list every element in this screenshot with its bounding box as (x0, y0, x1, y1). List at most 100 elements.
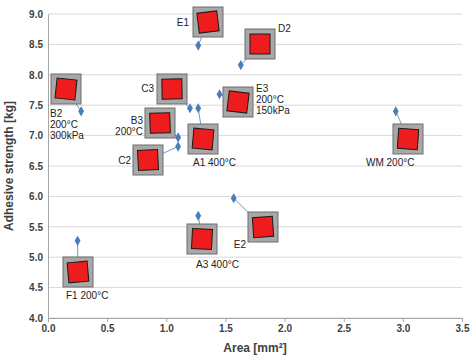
tick-mark (344, 318, 345, 322)
point-label: WM 200°C (366, 157, 414, 168)
thumbnail-frame (188, 124, 218, 154)
point (231, 193, 237, 203)
tick: 8.5 (29, 39, 48, 50)
tick-mark (403, 318, 404, 322)
thumbnail (188, 124, 218, 154)
point (78, 106, 84, 116)
point-label-line: E3 (256, 83, 269, 94)
tick: 3.0 (396, 318, 410, 334)
tick-mark (462, 318, 463, 322)
tick: 5.0 (29, 252, 48, 263)
thumbnail-frame (133, 145, 163, 175)
thumbnail-frame (245, 29, 275, 59)
thumbnail (223, 87, 253, 117)
thumbnail-shape (191, 228, 212, 249)
thumbnail-shape (55, 78, 77, 100)
tick-label: 8.0 (29, 70, 43, 81)
thumbnail-frame (193, 7, 223, 37)
thumbnail (187, 224, 217, 254)
axis-line (49, 318, 463, 319)
thumbnail-shape (162, 79, 182, 99)
point-label-line: 150kPa (256, 105, 290, 116)
thumbnail-shape (192, 128, 214, 150)
thumbnail-frame (157, 74, 187, 104)
point-label-line: C3 (141, 83, 154, 94)
tick-mark (48, 318, 49, 322)
tick: 3.5 (456, 318, 470, 334)
x-axis-title: Area [mm²] (223, 341, 286, 355)
thumbnail (248, 212, 278, 242)
point-label-line: E1 (177, 17, 190, 28)
point (187, 103, 193, 113)
point-label-line: B2 (50, 108, 63, 119)
tick: 0.0 (42, 318, 56, 334)
point-label-line: E2 (234, 239, 247, 250)
point-label: C3 (141, 83, 154, 94)
tick: 0.5 (101, 318, 115, 334)
grid-line (48, 257, 462, 258)
thumbnail (145, 108, 175, 138)
thumbnail-shape (397, 128, 418, 149)
point (75, 236, 81, 246)
thumbnail-frame (223, 87, 253, 117)
point-label: B3200°C (115, 115, 143, 137)
tick-label: 2.0 (278, 323, 292, 334)
tick: 8.0 (29, 70, 48, 81)
tick: 5.5 (29, 222, 48, 233)
thumbnail (193, 7, 223, 37)
thumbnail-frame (248, 212, 278, 242)
thumbnail (133, 145, 163, 175)
thumbnails (51, 7, 423, 287)
grid-line (48, 287, 462, 288)
tick: 7.0 (29, 130, 48, 141)
point-label-line: F1 200°C (66, 290, 108, 301)
axis-line (48, 15, 49, 319)
thumbnail-frame (63, 257, 93, 287)
chart: 0.00.51.01.52.02.53.03.54.04.55.05.56.06… (0, 0, 476, 360)
point-label-line: 200°C (256, 94, 284, 105)
tick-label: 2.5 (337, 323, 351, 334)
tick-label: 4.0 (29, 313, 43, 324)
point (175, 141, 181, 151)
point-label-line: C2 (118, 155, 131, 166)
tick-label: 3.0 (396, 323, 410, 334)
thumbnail-shape (150, 113, 171, 134)
thumbnail-shape (227, 91, 249, 113)
tick-label: 7.5 (29, 100, 43, 111)
tick-label: 5.5 (29, 222, 43, 233)
tick: 6.5 (29, 161, 48, 172)
point-label-line: B3 (131, 115, 144, 126)
tick-mark (107, 318, 108, 322)
point-label-line: D2 (278, 23, 291, 34)
thumbnail-shape (197, 11, 219, 33)
points (75, 41, 399, 246)
tick-label: 8.5 (29, 39, 43, 50)
tick: 2.5 (337, 318, 351, 334)
thumbnail-shape (252, 216, 273, 237)
point-label: E2 (234, 239, 247, 250)
tick-label: 5.0 (29, 252, 43, 263)
plot: 0.00.51.01.52.02.53.03.54.04.55.05.56.06… (29, 7, 470, 334)
point-label: A1 400°C (193, 157, 236, 168)
grid-line (48, 196, 462, 197)
tick-label: 6.0 (29, 191, 43, 202)
tick: 6.0 (29, 191, 48, 202)
tick-mark (285, 318, 286, 322)
point-label: D2 (278, 23, 291, 34)
y-axis: 4.0 4.5 5.0 5.5 6.0 6.5 7.0 7.5 8.0 8.5 9.0 (29, 9, 48, 324)
point-label: E1 (177, 17, 190, 28)
grid-line (48, 14, 462, 15)
point (195, 211, 201, 221)
tick-mark (225, 318, 226, 322)
point-label-line: 300kPa (50, 130, 84, 141)
point (195, 41, 201, 51)
point-label-line: A1 400°C (193, 157, 236, 168)
tick: 4.5 (29, 282, 48, 293)
tick-label: 7.0 (29, 130, 43, 141)
thumbnail (157, 74, 187, 104)
grid (48, 14, 462, 318)
point (393, 106, 399, 116)
tick: 1.0 (160, 318, 174, 334)
grid-line (48, 318, 462, 319)
tick-label: 9.0 (29, 9, 43, 20)
